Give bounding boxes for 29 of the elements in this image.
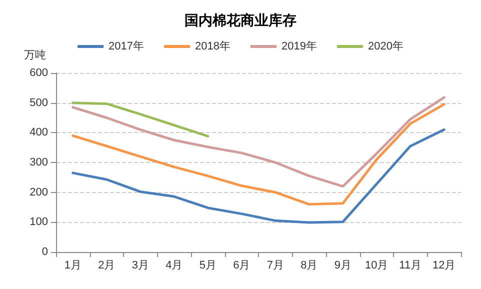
x-tick-label: 8月: [300, 260, 318, 272]
line-series: [72, 102, 210, 138]
y-tick-label: 400: [30, 126, 48, 139]
line-series: [72, 96, 446, 188]
legend-label: 2019年: [282, 40, 317, 52]
x-tick-label: 4月: [166, 260, 183, 272]
x-tick-label: 7月: [266, 260, 284, 272]
x-tick-label: 6月: [233, 260, 250, 272]
legend-label: 2018年: [195, 40, 231, 52]
y-tick-label: 0: [42, 246, 48, 258]
x-tick-label: 9月: [334, 260, 352, 272]
x-tick-label: 1月: [64, 260, 82, 272]
y-tick-label: 200: [30, 186, 48, 198]
x-tick-label: 2月: [98, 260, 116, 272]
x-tick-label: 3月: [132, 260, 149, 272]
x-tick-label: 10月: [365, 260, 388, 272]
line-series: [72, 103, 446, 206]
y-tick-label: 600: [30, 67, 48, 79]
x-tick-label: 5月: [199, 260, 216, 272]
x-tick-label: 12月: [432, 260, 456, 272]
x-tick-label: 11月: [399, 260, 422, 272]
y-axis-title: 万吨: [24, 48, 46, 62]
legend-label: 2017年: [108, 40, 144, 52]
line-series: [72, 128, 446, 224]
y-tick-label: 300: [30, 156, 48, 168]
y-tick-label: 100: [30, 216, 48, 228]
chart-title: 国内棉花商业库存: [184, 12, 296, 28]
y-tick-label: 500: [30, 96, 48, 109]
legend-label: 2020年: [368, 40, 404, 52]
